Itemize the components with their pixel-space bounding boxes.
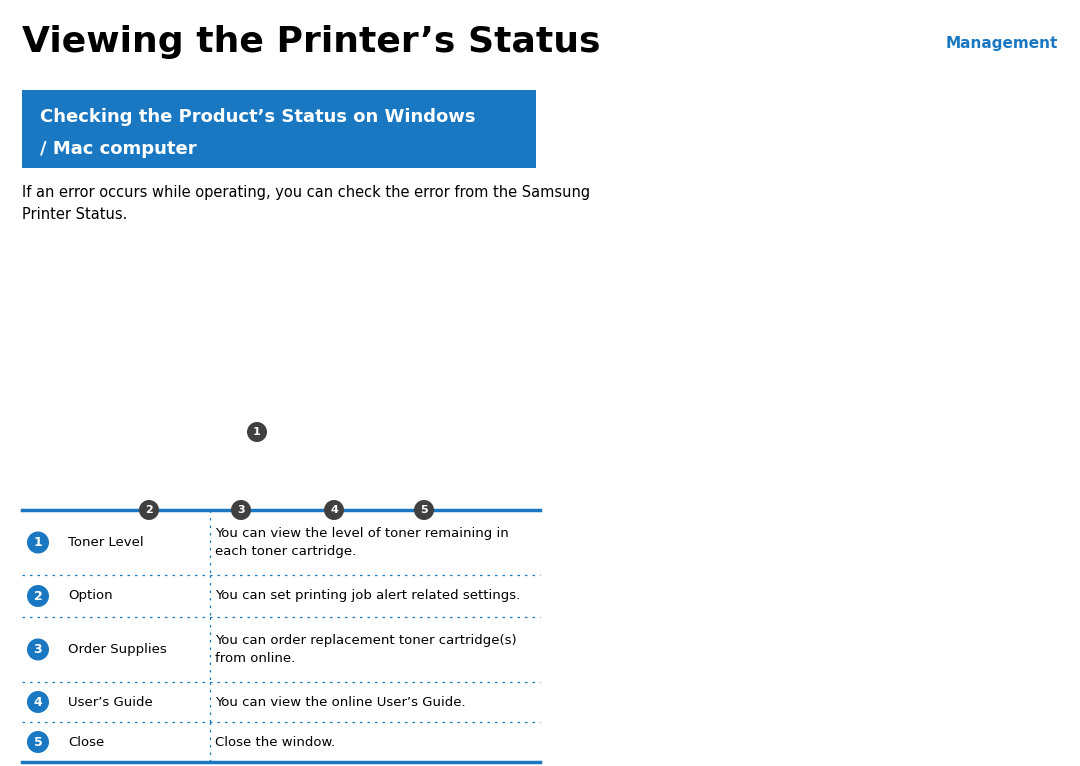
Text: 4: 4 xyxy=(330,505,338,515)
Text: 3: 3 xyxy=(33,643,42,656)
Text: 5: 5 xyxy=(420,505,428,515)
Circle shape xyxy=(139,500,159,520)
Text: 2: 2 xyxy=(145,505,153,515)
Circle shape xyxy=(324,500,345,520)
Text: 1: 1 xyxy=(33,536,42,549)
Text: Close: Close xyxy=(68,735,105,748)
Text: Option: Option xyxy=(68,590,112,603)
Circle shape xyxy=(27,532,49,554)
Circle shape xyxy=(414,500,434,520)
Text: 4: 4 xyxy=(33,696,42,709)
Text: Checking the Product’s Status on Windows: Checking the Product’s Status on Windows xyxy=(40,108,475,126)
Circle shape xyxy=(231,500,251,520)
Circle shape xyxy=(27,639,49,660)
Text: If an error occurs while operating, you can check the error from the Samsung
Pri: If an error occurs while operating, you … xyxy=(22,185,590,222)
Text: 2: 2 xyxy=(33,590,42,603)
Text: Management: Management xyxy=(946,36,1058,51)
Text: / Mac computer: / Mac computer xyxy=(40,140,197,158)
Text: Close the window.: Close the window. xyxy=(215,735,335,748)
Text: 1: 1 xyxy=(253,427,261,437)
Text: Order Supplies: Order Supplies xyxy=(68,643,166,656)
Text: User’s Guide: User’s Guide xyxy=(68,696,152,709)
Text: Toner Level: Toner Level xyxy=(68,536,144,549)
FancyBboxPatch shape xyxy=(22,90,536,168)
Text: You can view the level of toner remaining in
each toner cartridge.: You can view the level of toner remainin… xyxy=(215,527,509,558)
Circle shape xyxy=(27,585,49,607)
Circle shape xyxy=(27,731,49,753)
Text: 3: 3 xyxy=(238,505,245,515)
Circle shape xyxy=(247,422,267,442)
Text: 5: 5 xyxy=(33,735,42,748)
Text: Viewing the Printer’s Status: Viewing the Printer’s Status xyxy=(22,25,600,59)
Circle shape xyxy=(27,691,49,713)
Text: You can order replacement toner cartridge(s)
from online.: You can order replacement toner cartridg… xyxy=(215,634,516,665)
Text: You can set printing job alert related settings.: You can set printing job alert related s… xyxy=(215,590,521,603)
Text: You can view the online User’s Guide.: You can view the online User’s Guide. xyxy=(215,696,465,709)
